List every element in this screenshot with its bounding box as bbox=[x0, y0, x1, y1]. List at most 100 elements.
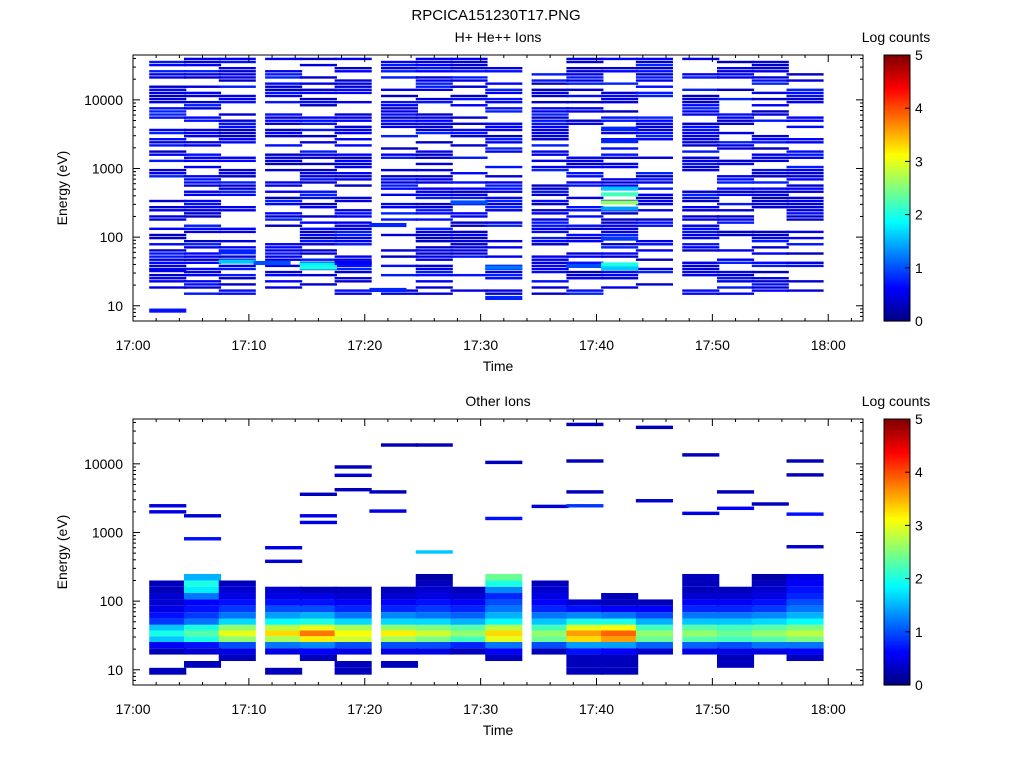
heatmap-cell bbox=[682, 249, 720, 252]
heatmap-cell bbox=[682, 128, 720, 132]
heatmap-cell bbox=[786, 119, 824, 122]
colorbar-swatch bbox=[884, 587, 910, 591]
heatmap-cell bbox=[531, 107, 569, 110]
heatmap-cell bbox=[566, 181, 604, 184]
heatmap-cell bbox=[786, 636, 824, 643]
heatmap-cell bbox=[485, 209, 523, 212]
colorbar-swatch bbox=[884, 671, 910, 675]
heatmap-cell bbox=[415, 196, 453, 200]
colorbar-swatch bbox=[884, 436, 910, 440]
heatmap-cell bbox=[149, 159, 187, 163]
heatmap-cell bbox=[531, 280, 569, 283]
heatmap-cell bbox=[485, 593, 523, 600]
heatmap-cell bbox=[751, 181, 789, 184]
heatmap-cell bbox=[299, 230, 337, 234]
x-axis-label: Time bbox=[483, 722, 514, 738]
heatmap-cell bbox=[334, 267, 372, 271]
heatmap-cell bbox=[299, 168, 337, 172]
heatmap-cell bbox=[717, 141, 755, 144]
x-tick-label: 17:20 bbox=[347, 701, 382, 717]
heatmap-cell bbox=[450, 196, 488, 200]
heatmap-cell bbox=[601, 162, 639, 166]
heatmap-cell bbox=[531, 159, 569, 163]
heatmap-cell bbox=[218, 599, 256, 606]
heatmap-cell bbox=[682, 159, 720, 163]
colorbar-frame bbox=[883, 54, 911, 322]
heatmap-cell bbox=[786, 153, 824, 156]
heatmap-cell bbox=[682, 209, 720, 212]
heatmap-cell bbox=[635, 283, 673, 286]
colorbar-swatch bbox=[884, 289, 910, 293]
heatmap-cell bbox=[218, 283, 256, 286]
heatmap-cell bbox=[183, 57, 222, 61]
x-tick-label: 18:00 bbox=[811, 701, 846, 717]
heatmap-cell bbox=[265, 199, 303, 203]
heatmap-cell bbox=[299, 586, 337, 594]
heatmap-cell bbox=[415, 586, 453, 594]
heatmap-cell bbox=[601, 139, 639, 144]
heatmap-cell bbox=[450, 239, 488, 243]
heatmap-cell bbox=[265, 131, 303, 135]
heatmap-cell bbox=[415, 125, 453, 129]
heatmap-cell bbox=[265, 100, 303, 104]
heatmap-cell bbox=[149, 667, 187, 675]
heatmap-cell bbox=[415, 113, 453, 116]
heatmap-cell bbox=[218, 642, 256, 649]
heatmap-cell bbox=[531, 209, 569, 212]
heatmap-cell bbox=[334, 125, 372, 129]
heatmap-cell bbox=[531, 119, 569, 122]
heatmap-cell bbox=[485, 273, 523, 277]
heatmap-cell bbox=[566, 205, 604, 209]
heatmap-cell bbox=[485, 516, 523, 521]
heatmap-cell bbox=[380, 125, 419, 129]
heatmap-cell bbox=[415, 97, 453, 101]
colorbar-swatch bbox=[884, 676, 910, 679]
heatmap-cell bbox=[265, 57, 303, 61]
heatmap-cell bbox=[786, 252, 824, 255]
heatmap-cell bbox=[149, 153, 187, 156]
heatmap-cell bbox=[415, 162, 453, 166]
heatmap-cell bbox=[485, 580, 523, 587]
heatmap-cell bbox=[531, 212, 569, 215]
heatmap-cell bbox=[485, 150, 523, 153]
heatmap-cell bbox=[299, 520, 337, 525]
heatmap-cell bbox=[531, 125, 569, 129]
heatmap-cell bbox=[786, 100, 824, 104]
heatmap-cell bbox=[218, 636, 256, 643]
heatmap-cell bbox=[149, 261, 187, 264]
colorbar-swatch bbox=[884, 203, 910, 207]
heatmap-cell bbox=[265, 159, 303, 163]
heatmap-cell bbox=[635, 119, 673, 122]
heatmap-cell bbox=[682, 453, 720, 457]
heatmap-cell bbox=[682, 224, 720, 227]
heatmap-cell bbox=[751, 168, 789, 172]
heatmap-cell bbox=[485, 586, 523, 594]
heatmap-cell bbox=[786, 88, 824, 92]
heatmap-cell bbox=[149, 168, 187, 172]
heatmap-cell bbox=[299, 227, 337, 231]
colorbar-swatch bbox=[884, 467, 910, 471]
heatmap-cell bbox=[635, 630, 673, 637]
heatmap-cell bbox=[751, 60, 789, 64]
heatmap-cell bbox=[415, 239, 453, 243]
heatmap-cell bbox=[635, 172, 673, 175]
colorbar-swatch bbox=[884, 443, 910, 447]
heatmap-cell bbox=[717, 286, 755, 289]
heatmap-cell bbox=[265, 119, 303, 122]
heatmap-cell bbox=[450, 273, 488, 277]
heatmap-cell bbox=[717, 270, 755, 274]
heatmap-cell bbox=[450, 618, 488, 625]
heatmap-cell bbox=[183, 159, 222, 163]
heatmap-cell bbox=[415, 246, 453, 249]
heatmap-cell bbox=[601, 192, 639, 197]
heatmap-cell bbox=[566, 661, 604, 668]
colorbar-swatch bbox=[884, 525, 910, 529]
y-tick-label: 1000 bbox=[92, 160, 123, 176]
heatmap-cell bbox=[183, 165, 222, 169]
colorbar-swatch bbox=[884, 483, 910, 487]
heatmap-cell bbox=[218, 100, 256, 104]
colorbar-swatch bbox=[884, 258, 910, 262]
heatmap-cell bbox=[717, 97, 755, 101]
heatmap-cell bbox=[265, 559, 303, 564]
heatmap-cell bbox=[415, 630, 453, 637]
